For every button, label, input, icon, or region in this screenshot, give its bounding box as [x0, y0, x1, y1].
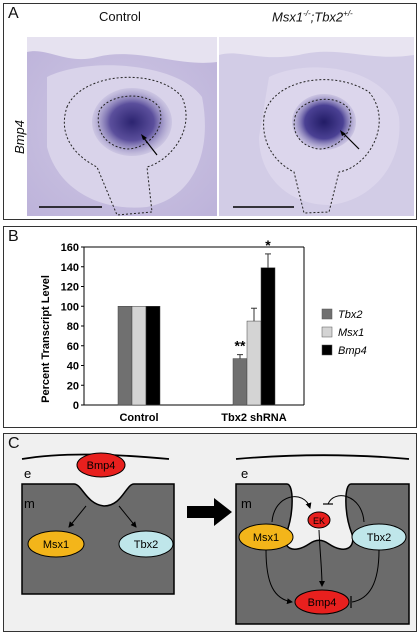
- right-bmp4-label: Bmp4: [308, 597, 337, 609]
- x-category-label: Control: [119, 412, 158, 424]
- right-inhibit-tbx2-to-ek: [327, 495, 365, 523]
- left-label-e: e: [24, 466, 31, 481]
- right-arrow-msx1-to-ek: [271, 496, 312, 523]
- control-title: Control: [99, 9, 141, 24]
- panel-a-letter: A: [8, 5, 19, 22]
- significance-marks: ***: [235, 237, 272, 354]
- x-axis-labels: Control Tbx2 shRNA: [119, 412, 286, 424]
- mutant-title: Msx1-/-;Tbx2+/-: [272, 9, 353, 25]
- panel-c: C e m Bmp4 Msx1 Tbx2 e: [3, 433, 417, 632]
- panel-a: A Bmp4 Control Msx1-/-;Tbx2+/-: [3, 3, 417, 220]
- right-inhibit-tbx2-to-bmp4: [351, 549, 380, 603]
- y-axis-label: Percent Transcript Level: [40, 275, 52, 403]
- legend-swatch: [321, 326, 333, 338]
- y-tick-label: 60: [67, 341, 79, 353]
- y-tick-label: 0: [73, 400, 79, 412]
- panel-b: B Percent Transcript Level 0 20 40 60 80 100 1…: [3, 226, 417, 428]
- bar: [246, 320, 262, 406]
- model-diagram: e m Bmp4 Msx1 Tbx2 e m EK Msx1: [21, 452, 410, 625]
- left-mesenchyme: [21, 483, 175, 595]
- bar: [145, 306, 161, 406]
- left-arrow-to-msx1: [68, 505, 87, 528]
- bar: [117, 306, 133, 406]
- right-mesenchyme: [235, 483, 410, 625]
- legend-swatch: [321, 308, 333, 320]
- row-label-bmp4: Bmp4: [12, 120, 27, 154]
- panel-b-letter: B: [8, 228, 19, 245]
- legend-label: Msx1: [338, 327, 364, 339]
- left-label-m: m: [24, 496, 35, 511]
- significance-mark: **: [235, 338, 246, 354]
- x-category-label: Tbx2 shRNA: [221, 412, 286, 424]
- bar: [232, 358, 248, 406]
- left-bmp4-label: Bmp4: [87, 460, 116, 472]
- y-tick-label: 140: [61, 262, 79, 274]
- y-tick-label: 120: [61, 282, 79, 294]
- right-label-e: e: [241, 466, 248, 481]
- legend-swatch: [321, 344, 333, 356]
- mutant-section-image: [219, 37, 414, 216]
- y-tick-label: 160: [61, 242, 79, 254]
- bar-chart: Percent Transcript Level 0 20 40 60 80 100 120…: [40, 237, 367, 424]
- y-tick-label: 80: [67, 321, 79, 333]
- y-tick-label: 20: [67, 380, 79, 392]
- left-msx1-oval: [27, 530, 85, 558]
- right-msx1-label: Msx1: [253, 532, 279, 544]
- left-tbx2-oval: [118, 530, 174, 558]
- y-tick-label: 40: [67, 361, 79, 373]
- right-schematic: e m EK Msx1 Tbx2 Bmp4: [235, 454, 410, 625]
- right-ek-label: EK: [313, 516, 325, 526]
- progression-arrow-icon: [187, 498, 232, 526]
- right-tbx2-label: Tbx2: [367, 532, 391, 544]
- panel-c-letter: C: [8, 435, 20, 452]
- control-section-image: [27, 37, 217, 216]
- right-bmp4-oval: [294, 589, 350, 615]
- left-bmp4-oval: [76, 452, 126, 478]
- left-schematic: e m Bmp4 Msx1 Tbx2: [21, 452, 175, 595]
- right-label-m: m: [241, 496, 252, 511]
- left-msx1-label: Msx1: [43, 539, 69, 551]
- right-arrow-ek-to-bmp4: [318, 529, 325, 587]
- right-epithelium-top-line: [235, 454, 410, 460]
- legend: Tbx2 Msx1 Bmp4: [321, 308, 367, 357]
- legend-label: Tbx2: [338, 309, 362, 321]
- bar: [131, 306, 147, 406]
- left-tbx2-label: Tbx2: [134, 539, 158, 551]
- significance-mark: *: [265, 237, 271, 253]
- bar: [260, 267, 276, 406]
- right-ek-oval: [307, 511, 331, 529]
- left-arrow-to-tbx2: [118, 505, 137, 528]
- y-tick-label: 100: [61, 301, 79, 313]
- bars: [117, 253, 276, 406]
- legend-label: Bmp4: [338, 345, 367, 357]
- right-arrow-msx1-to-bmp4: [265, 549, 293, 605]
